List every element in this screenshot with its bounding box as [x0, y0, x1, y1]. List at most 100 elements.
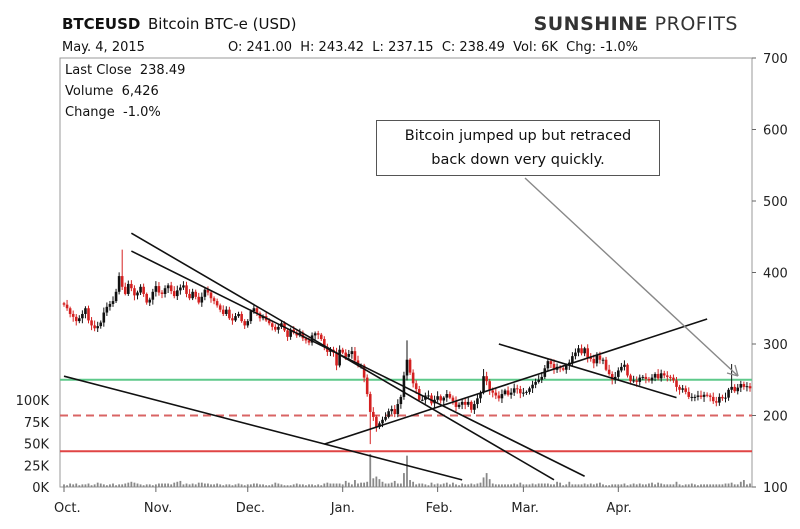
candle-body	[384, 416, 387, 420]
volume-bar	[332, 483, 335, 487]
candle-body	[286, 330, 289, 337]
volume-bar	[154, 484, 157, 487]
volume-bar	[620, 484, 623, 487]
volume-bar	[742, 480, 745, 487]
volume-bar	[409, 480, 411, 487]
candle-body	[748, 386, 752, 389]
volume-bar	[684, 484, 687, 487]
candle-body	[316, 333, 320, 335]
candle-body	[445, 394, 449, 398]
candle-body	[745, 386, 749, 388]
volume-bar	[458, 485, 460, 487]
candle-body	[620, 366, 623, 371]
volume-bar	[497, 484, 500, 487]
candle-body	[378, 423, 381, 427]
candle-body	[583, 348, 586, 354]
candle-body	[638, 377, 642, 382]
candle-body	[172, 291, 176, 297]
volume-bar	[669, 484, 672, 487]
candle-body	[344, 352, 348, 357]
volume-bar	[265, 485, 268, 487]
volume-bar	[63, 484, 65, 487]
volume-bar	[87, 483, 90, 487]
candle-body	[136, 292, 139, 296]
candle-body	[711, 396, 715, 402]
volume-bar	[96, 482, 99, 487]
candle-body	[166, 285, 170, 289]
volume-bar	[577, 484, 580, 487]
volume-bar	[574, 484, 577, 487]
volume-bar	[344, 480, 347, 487]
volume-bar	[406, 455, 408, 487]
volume-bar	[442, 483, 445, 487]
volume-label: Volume 6,426	[65, 84, 159, 99]
candle-body	[641, 376, 645, 378]
volume-bar	[534, 484, 537, 487]
candle-body	[127, 283, 130, 294]
volume-bar	[179, 480, 182, 487]
volume-bar	[133, 482, 136, 487]
candle-body	[270, 323, 274, 327]
volume-bar	[207, 483, 209, 487]
candle-body	[604, 359, 608, 370]
candle-body	[601, 359, 605, 361]
candle-body	[457, 404, 461, 407]
volume-bar	[240, 484, 243, 487]
volume-tick-label: 100K	[16, 394, 50, 409]
volume-bar	[256, 483, 258, 487]
date-tick-label: Dec.	[236, 501, 265, 516]
volume-bar	[470, 483, 473, 487]
candle-body	[231, 318, 234, 321]
candle-body	[225, 309, 228, 314]
candle-body	[503, 390, 507, 395]
volume-bar	[550, 484, 552, 487]
candle-body	[653, 374, 657, 378]
candle-body	[617, 370, 620, 377]
volume-bar	[660, 483, 663, 487]
candle-body	[81, 313, 84, 319]
volume-bar	[252, 483, 255, 487]
volume-bar	[421, 483, 424, 487]
volume-bar	[277, 483, 280, 487]
candle-body	[727, 389, 730, 398]
candle-body	[571, 356, 574, 363]
candle-body	[739, 384, 743, 388]
candle-body	[595, 355, 599, 364]
candle-body	[209, 292, 213, 299]
candle-body	[304, 338, 308, 341]
volume-bar	[448, 484, 451, 487]
volume-bar	[614, 484, 617, 487]
candle-body	[323, 338, 326, 347]
ohlc-readout: O: 241.00 H: 243.42 L: 237.15 C: 238.49 …	[228, 40, 638, 55]
volume-bar	[739, 481, 742, 487]
candle-body	[598, 355, 602, 360]
candle-body	[580, 348, 583, 354]
volume-bar	[314, 485, 317, 487]
candle-body	[730, 386, 733, 390]
candle-body	[742, 384, 746, 387]
candle-body	[163, 288, 167, 294]
volume-bar	[259, 484, 261, 487]
volume-bar	[320, 485, 323, 487]
candle-body	[650, 377, 654, 381]
trendline	[324, 318, 708, 445]
candle-body	[123, 286, 127, 294]
candle-body	[699, 395, 703, 397]
ticker-symbol: BTCEUSD	[62, 15, 141, 33]
candle-body	[93, 325, 96, 329]
volume-bar	[105, 485, 108, 487]
candle-body	[362, 365, 366, 378]
volume-bar	[736, 484, 739, 487]
volume-bar	[90, 485, 93, 487]
candle-body	[724, 397, 727, 399]
volume-bar	[666, 484, 669, 487]
volume-bar	[173, 482, 176, 487]
volume-bar	[121, 484, 124, 487]
trendline	[63, 375, 463, 481]
candle-body	[454, 401, 458, 407]
volume-bar	[176, 481, 179, 487]
volume-bar	[611, 484, 614, 487]
candle-body	[96, 326, 99, 329]
last-close-label: Last Close 238.49	[65, 63, 186, 78]
candle-body	[347, 354, 351, 357]
